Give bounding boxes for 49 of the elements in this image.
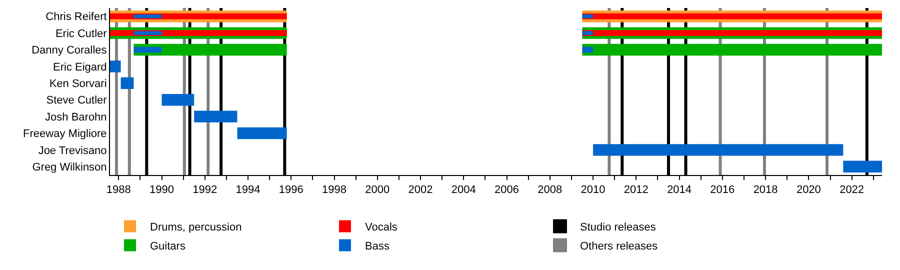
- x-tick-label: 2018: [753, 184, 778, 196]
- legend-label: Drums, percussion: [150, 222, 242, 234]
- y-tick-label: Eric Eigard: [53, 61, 107, 74]
- y-tick-label: Chris Reifert: [46, 11, 107, 24]
- bar: [582, 31, 594, 35]
- bar: [593, 144, 844, 156]
- x-tick-label: 1988: [106, 184, 131, 196]
- x-tick-label: 2020: [796, 184, 821, 196]
- x-tick-label: 2012: [624, 184, 648, 196]
- x-tick-label: 2002: [408, 184, 433, 196]
- x-tick-label: 2008: [538, 184, 562, 196]
- legend-label: Vocals: [365, 222, 398, 234]
- y-tick-label: Eric Cutler: [55, 28, 108, 40]
- x-tick-label: 1990: [150, 184, 174, 196]
- legend-label: Bass: [365, 240, 390, 253]
- y-tick-label: Joe Trevisano: [38, 144, 107, 157]
- y-tick-label: Danny Coralles: [32, 44, 108, 57]
- bar: [843, 160, 882, 172]
- x-tick-label: 2004: [451, 184, 476, 196]
- x-tick-label: 2014: [667, 184, 692, 196]
- bar: [194, 110, 238, 122]
- y-tick-label: Freeway Migliore: [23, 128, 107, 140]
- legend-label: Others releases: [580, 240, 658, 253]
- x-tick-label: 2010: [580, 184, 606, 196]
- y-tick-label: Ken Sorvari: [49, 78, 107, 90]
- x-tick-label: 2022: [840, 184, 864, 196]
- legend-label: Studio releases: [580, 222, 656, 234]
- bar: [110, 60, 121, 72]
- bar: [582, 44, 882, 56]
- y-tick-label: Greg Wilkinson: [32, 162, 107, 174]
- y-tick-label: Steve Cutler: [46, 94, 108, 107]
- x-tick-label: 2016: [710, 184, 735, 196]
- bar: [582, 14, 594, 18]
- bar: [237, 127, 287, 140]
- bar: [134, 14, 162, 18]
- bar: [582, 13, 882, 20]
- bar: [582, 30, 882, 36]
- bar: [134, 31, 162, 35]
- x-tick-label: 2006: [494, 184, 520, 196]
- bar: [120, 77, 134, 89]
- bar: [162, 94, 194, 106]
- x-tick-label: 1992: [192, 184, 218, 196]
- legend-label: Guitars: [150, 240, 186, 253]
- x-tick-label: 1998: [322, 184, 347, 196]
- y-tick-label: Josh Barohn: [45, 111, 107, 124]
- x-tick-label: 1996: [278, 184, 304, 196]
- x-tick-label: 1994: [236, 184, 260, 196]
- bar: [134, 44, 287, 56]
- x-tick-label: 2000: [365, 184, 390, 196]
